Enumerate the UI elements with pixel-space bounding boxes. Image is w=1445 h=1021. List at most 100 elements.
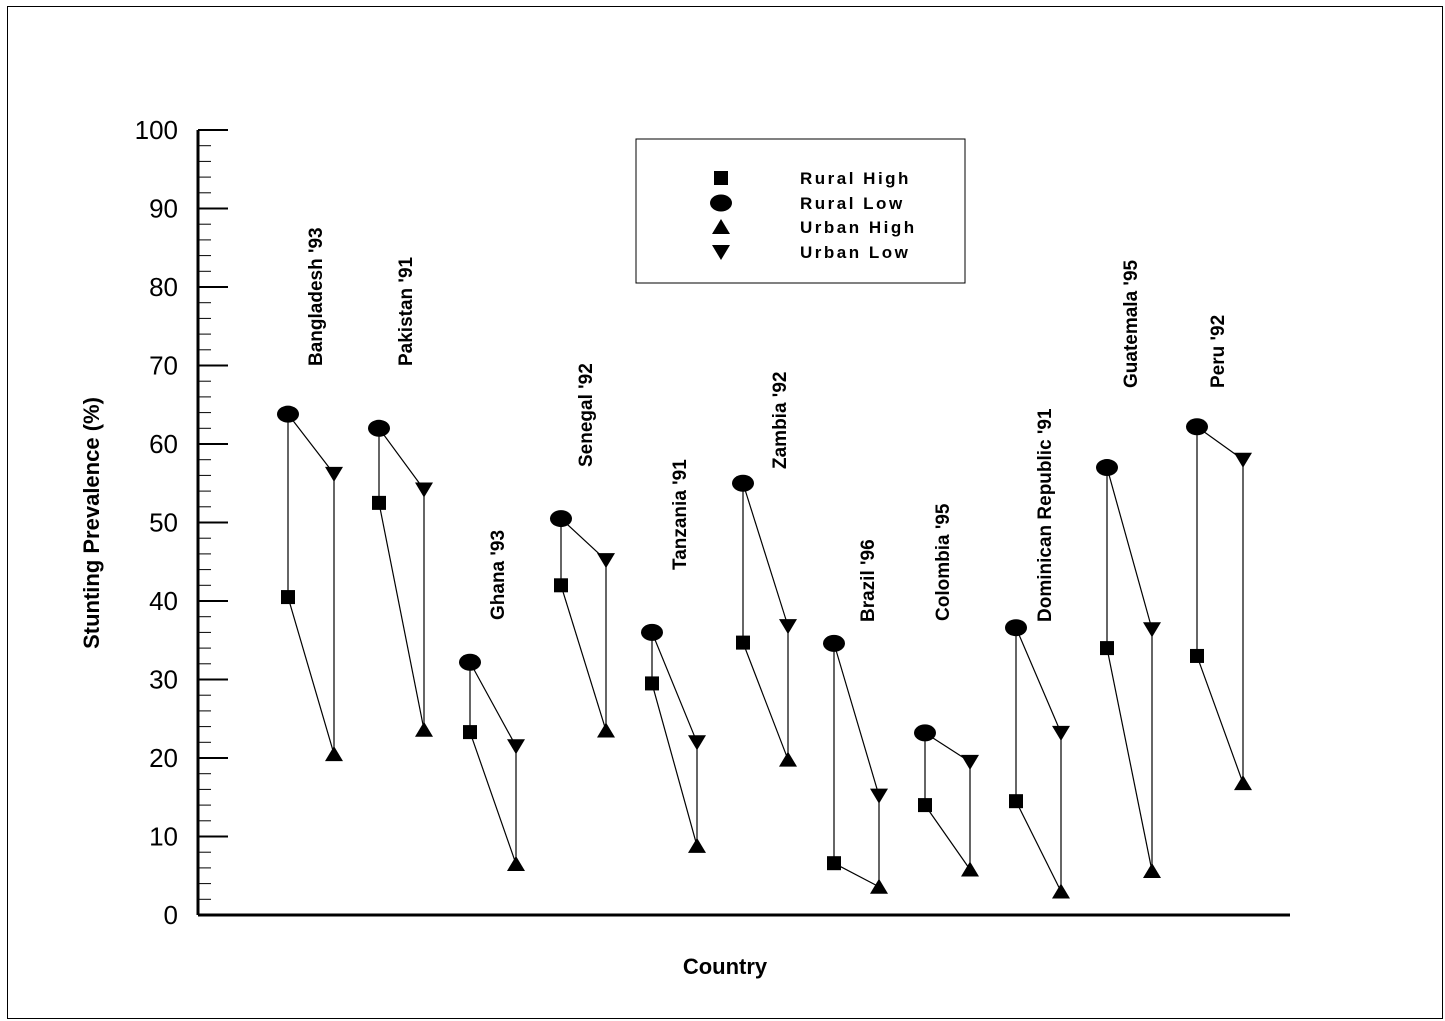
urban-low-point <box>1234 452 1252 468</box>
y-tick-label: 50 <box>149 508 178 538</box>
rural-high-point <box>736 635 750 650</box>
country-label: Brazil '96 <box>858 539 879 622</box>
rural-high-point <box>1100 641 1114 656</box>
rural-high-point <box>1009 794 1023 809</box>
rural-low-point <box>1186 418 1208 436</box>
urban-low-point <box>688 735 706 751</box>
urban-low-point <box>870 788 888 804</box>
y-axis-title: Stunting Prevalence (%) <box>79 397 104 649</box>
legend-box <box>635 138 966 284</box>
legend-label: Urban High <box>800 218 917 237</box>
legend-marker <box>712 245 730 260</box>
axes: 0 10 20 30 40 50 60 70 80 90 100 <box>135 115 1290 930</box>
legend: Rural High Rural Low Urban High Urban Low <box>635 138 966 284</box>
rural-low-point <box>459 653 481 671</box>
low-link-line <box>287 413 335 475</box>
rural-high-point <box>554 578 568 593</box>
urban-high-point <box>1143 863 1161 879</box>
y-tick-label: 0 <box>164 900 178 930</box>
urban-low-point <box>597 553 615 569</box>
connector-lines <box>287 413 1244 892</box>
rural-high-point <box>918 798 932 813</box>
country-label: Pakistan '91 <box>396 256 417 366</box>
country-label: Tanzania '91 <box>670 459 691 570</box>
low-link-line <box>833 643 880 796</box>
rural-low-point <box>1096 459 1118 477</box>
low-link-line <box>1106 467 1153 630</box>
rural-low-point <box>277 405 299 423</box>
urban-high-point <box>1234 775 1252 791</box>
y-tick-label: 80 <box>149 272 178 302</box>
rural-low-point <box>550 510 572 528</box>
country-label: Colombia '95 <box>933 503 954 621</box>
urban-high-point <box>507 855 525 871</box>
urban-high-point <box>779 751 797 767</box>
low-link-line <box>651 632 698 743</box>
high-link-line <box>651 683 698 847</box>
rural-high-point <box>645 676 659 691</box>
legend-marker <box>714 171 728 185</box>
urban-low-point <box>415 482 433 498</box>
urban-low-point <box>1143 622 1161 638</box>
y-tick-label: 30 <box>149 665 178 695</box>
urban-high-point <box>688 837 706 853</box>
x-axis-title: Country <box>683 954 768 979</box>
urban-high-point <box>597 722 615 738</box>
urban-low-point <box>1052 725 1070 741</box>
urban-high-point <box>961 861 979 877</box>
high-link-line <box>1015 800 1062 892</box>
urban-high-point <box>870 878 888 894</box>
country-labels: Bangladesh '93 Pakistan '91 Ghana '93 Seneg… <box>306 227 1229 622</box>
low-link-line <box>742 483 789 627</box>
legend-label: Rural Low <box>800 194 905 213</box>
rural-low-point <box>368 419 390 437</box>
chart-frame <box>7 6 1443 1019</box>
rural-low-point <box>732 474 754 492</box>
low-link-line <box>1015 627 1062 734</box>
high-link-line <box>378 502 425 730</box>
rural-low-point <box>1005 619 1027 637</box>
high-link-line <box>1106 647 1153 872</box>
rural-high-point <box>827 856 841 871</box>
legend-label: Rural High <box>800 169 911 188</box>
country-label: Dominican Republic '91 <box>1035 408 1056 622</box>
legend-marker <box>712 219 730 234</box>
high-link-line <box>742 642 789 760</box>
country-label: Zambia '92 <box>770 372 791 469</box>
urban-high-point <box>1052 883 1070 899</box>
urban-high-point <box>325 746 343 762</box>
urban-low-point <box>507 739 525 755</box>
high-link-line <box>560 585 607 731</box>
high-link-line <box>287 596 335 755</box>
data-markers <box>277 405 1252 899</box>
y-tick-label: 100 <box>135 115 178 145</box>
y-tick-label: 40 <box>149 586 178 616</box>
rural-high-point <box>372 495 386 510</box>
country-label: Guatemala '95 <box>1121 259 1142 388</box>
low-link-line <box>378 427 425 490</box>
legend-marker <box>710 194 732 212</box>
urban-low-point <box>961 754 979 770</box>
urban-high-point <box>415 721 433 737</box>
high-link-line <box>833 862 880 888</box>
country-label: Senegal '92 <box>576 363 597 467</box>
rural-high-point <box>281 590 295 605</box>
rural-low-point <box>641 623 663 641</box>
country-label: Peru '92 <box>1208 315 1229 388</box>
urban-low-point <box>779 619 797 635</box>
high-link-line <box>924 804 971 870</box>
y-tick-label: 70 <box>149 351 178 381</box>
rural-high-point <box>1190 648 1204 663</box>
low-link-line <box>469 661 517 747</box>
country-label: Ghana '93 <box>488 530 509 620</box>
rural-low-point <box>914 724 936 742</box>
high-link-line <box>1196 655 1244 784</box>
y-tick-label: 20 <box>149 743 178 773</box>
urban-low-point <box>325 466 343 482</box>
rural-low-point <box>823 634 845 652</box>
y-tick-label: 10 <box>149 822 178 852</box>
y-tick-label: 90 <box>149 194 178 224</box>
legend-label: Urban Low <box>800 243 910 262</box>
high-link-line <box>469 731 517 865</box>
